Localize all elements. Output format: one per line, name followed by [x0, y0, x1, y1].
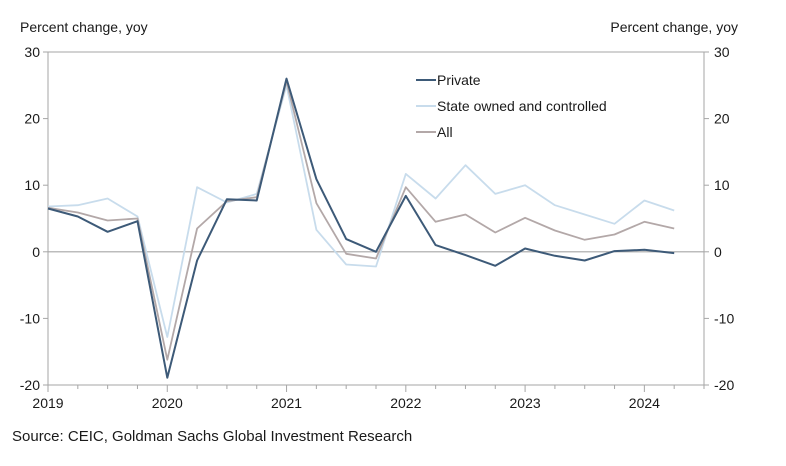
legend-label: All — [437, 124, 453, 140]
left-axis-title: Percent change, yoy — [20, 19, 148, 35]
right-y-tick-label: 30 — [714, 44, 730, 60]
line-chart: Percent change, yoy Percent change, yoy … — [20, 19, 738, 411]
legend-label: State owned and controlled — [437, 98, 607, 114]
right-axis-title: Percent change, yoy — [610, 19, 738, 35]
right-y-tick-label: -20 — [714, 377, 734, 393]
left-y-tick-label: 30 — [24, 44, 40, 60]
x-tick-label: 2019 — [32, 395, 63, 411]
right-y-tick-label: 20 — [714, 111, 730, 127]
left-y-tick-label: 0 — [32, 244, 40, 260]
right-y-tick-label: -10 — [714, 310, 734, 326]
series-line-state-owned-and-controlled — [47, 84, 675, 338]
left-y-tick-label: 20 — [24, 111, 40, 127]
right-y-tick-label: 10 — [714, 177, 730, 193]
x-tick-label: 2021 — [271, 395, 302, 411]
x-tick-label: 2022 — [390, 395, 421, 411]
left-y-tick-label: -10 — [20, 310, 40, 326]
source-note: Source: CEIC, Goldman Sachs Global Inves… — [12, 428, 413, 445]
series-line-private — [47, 77, 675, 379]
left-y-tick-label: 10 — [24, 177, 40, 193]
legend-label: Private — [437, 72, 481, 88]
x-tick-label: 2024 — [629, 395, 660, 411]
right-y-tick-label: 0 — [714, 244, 722, 260]
x-tick-label: 2023 — [510, 395, 541, 411]
series-line-all — [47, 80, 675, 361]
left-y-tick-label: -20 — [20, 377, 40, 393]
x-tick-label: 2020 — [152, 395, 183, 411]
